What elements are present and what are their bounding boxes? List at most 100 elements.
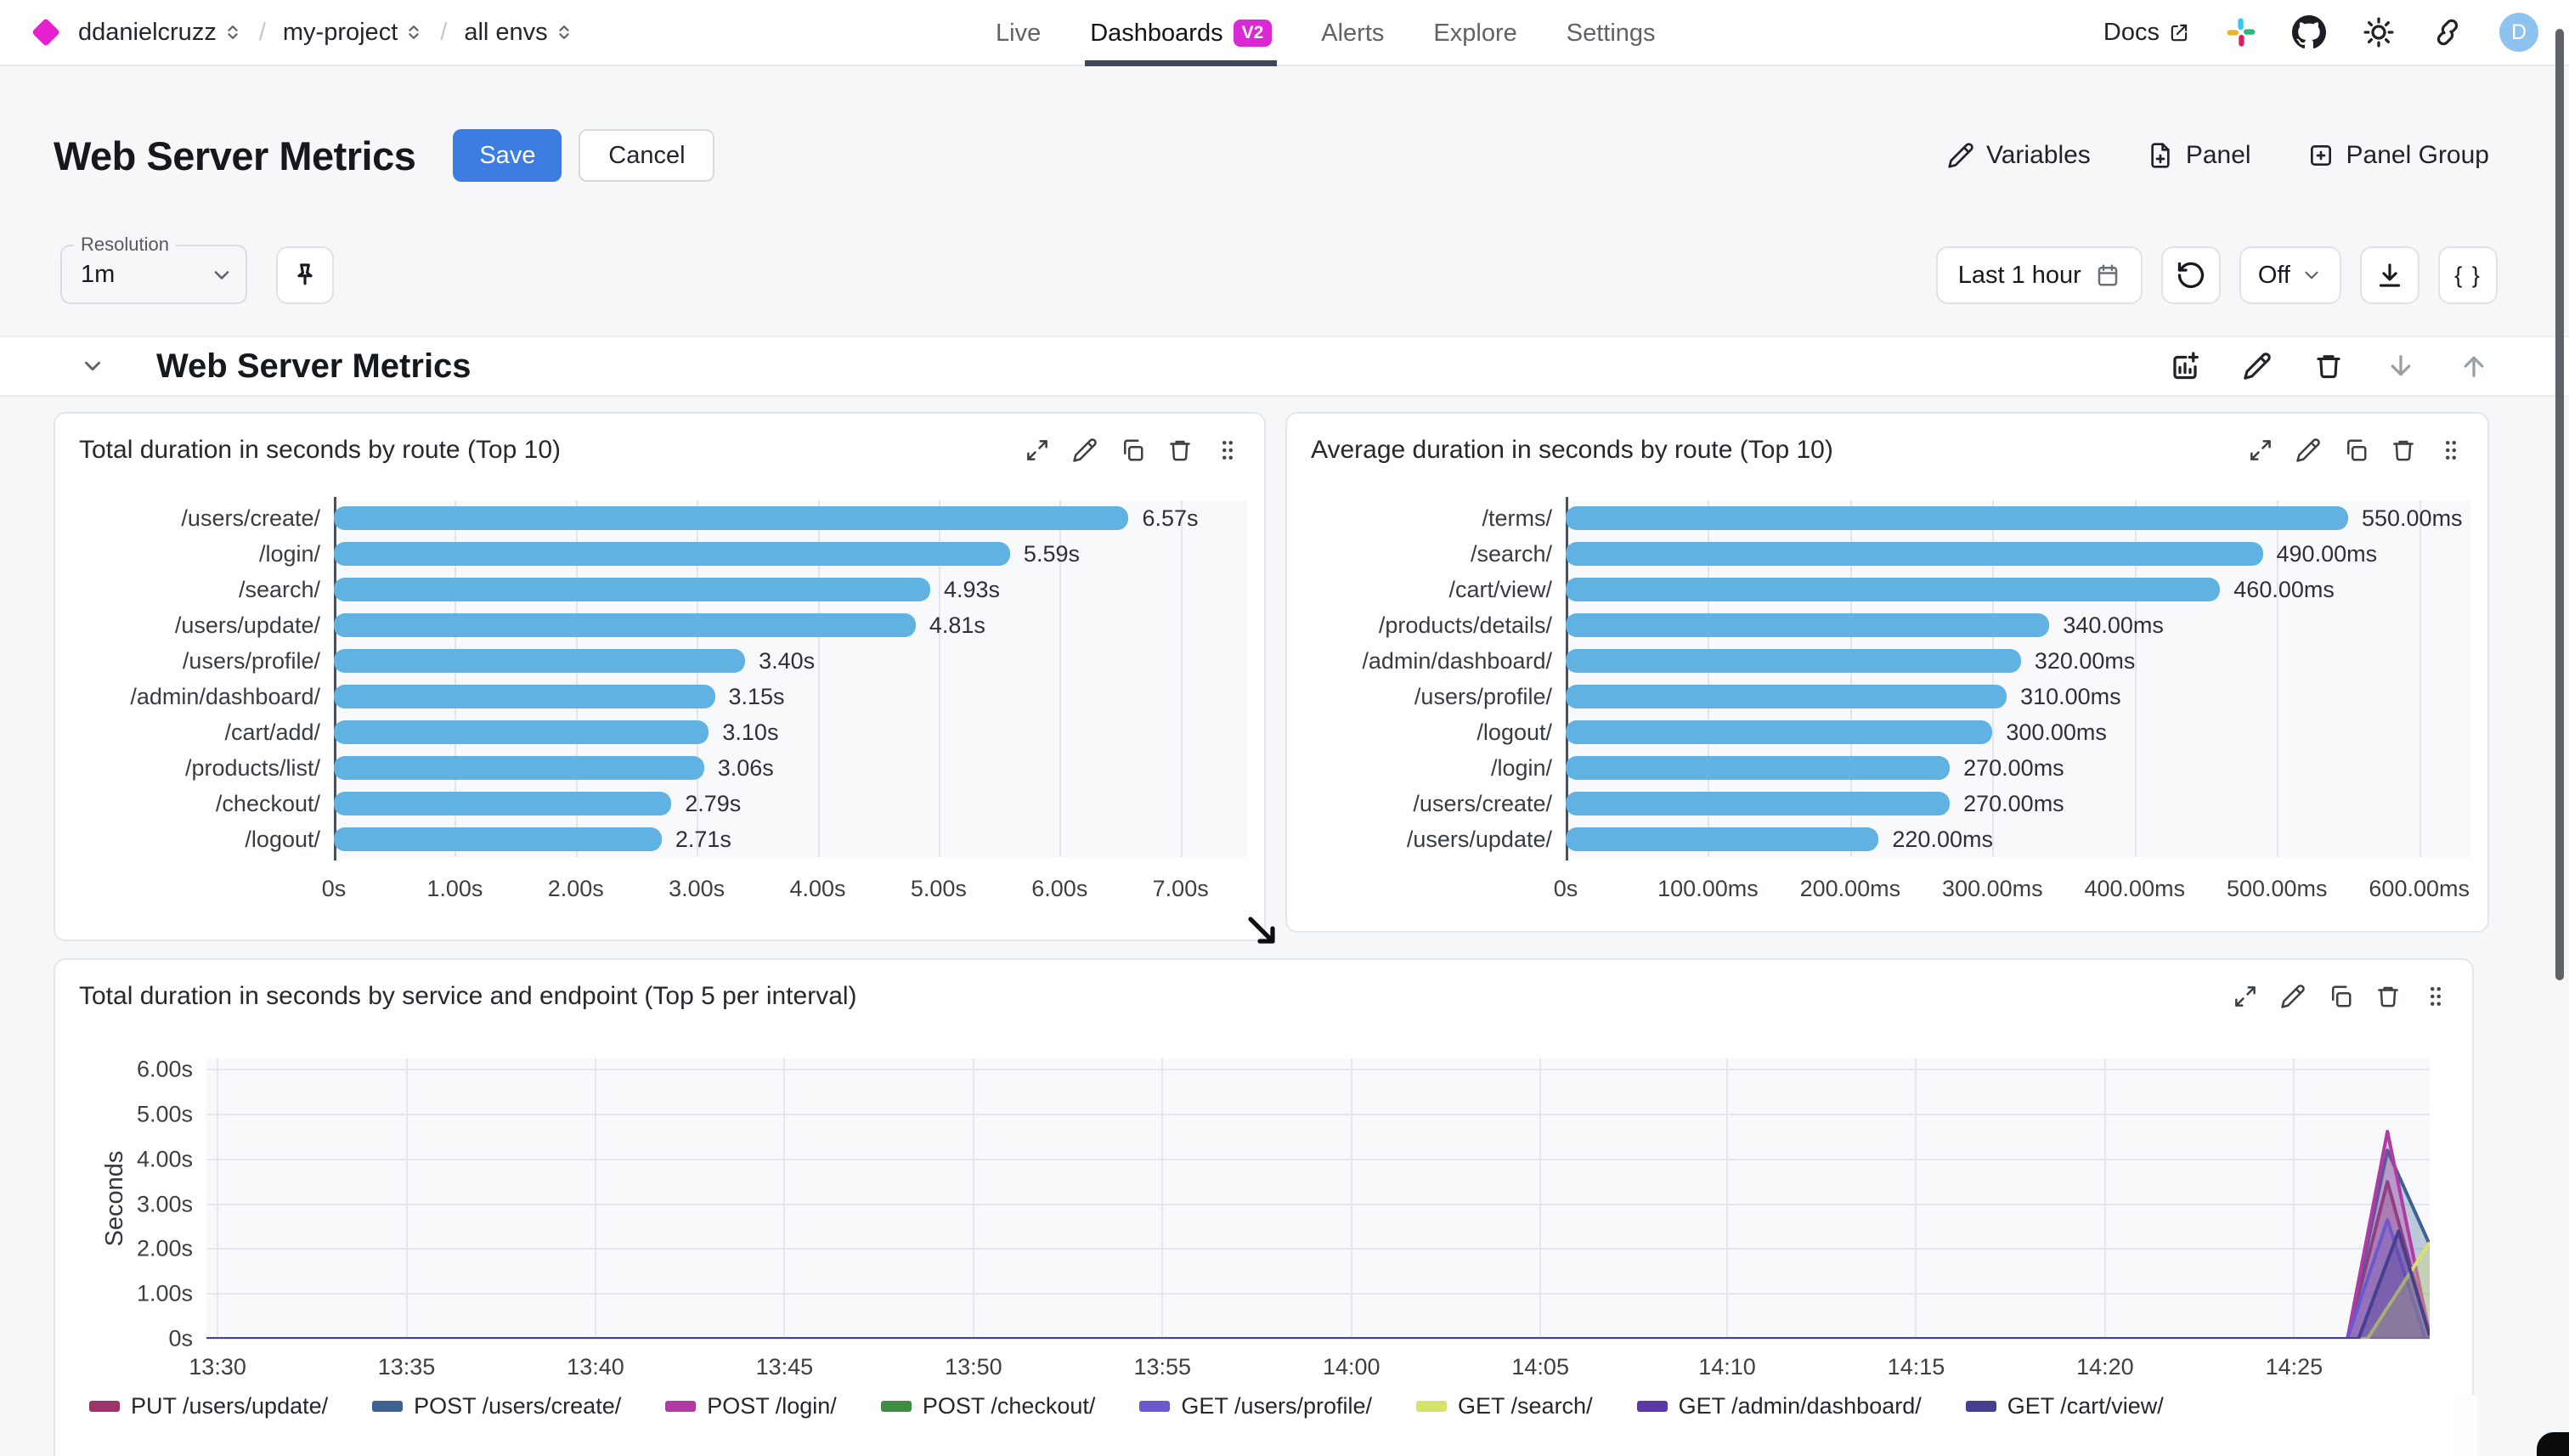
bar[interactable] bbox=[334, 613, 916, 637]
legend-item[interactable]: GET /cart/view/ bbox=[1965, 1393, 2164, 1419]
theme-toggle-sun-icon[interactable] bbox=[2362, 15, 2396, 49]
legend-item[interactable]: GET /users/profile/ bbox=[1139, 1393, 1372, 1419]
breadcrumb-org[interactable]: ddanielcruzz bbox=[78, 19, 242, 47]
duplicate-panel-copy-icon[interactable] bbox=[2343, 437, 2369, 463]
pin-resolution-button[interactable] bbox=[276, 246, 334, 304]
x-tick-label: 400.00ms bbox=[2084, 876, 2186, 901]
edit-panel-pencil-icon[interactable] bbox=[2280, 984, 2306, 1009]
series-area bbox=[206, 1242, 2430, 1339]
bar[interactable] bbox=[334, 578, 930, 601]
x-tick-label: 5.00s bbox=[910, 876, 967, 901]
add-chart-icon[interactable] bbox=[2170, 351, 2200, 381]
auto-refresh-select[interactable]: Off bbox=[2239, 246, 2341, 304]
bar-category-label: /cart/view/ bbox=[1448, 577, 1552, 602]
gridline bbox=[1059, 500, 1062, 857]
breadcrumb-project[interactable]: my-project bbox=[283, 19, 423, 47]
github-icon[interactable] bbox=[2292, 15, 2326, 49]
legend-swatch bbox=[1416, 1401, 1448, 1412]
user-avatar[interactable]: D bbox=[2499, 13, 2538, 52]
bar-row: 220.00ms bbox=[1566, 827, 2470, 852]
variables-button[interactable]: Variables bbox=[1947, 141, 2091, 170]
panel-average-duration-by-route: Average duration in seconds by route (To… bbox=[1285, 412, 2489, 933]
series-line bbox=[206, 1218, 2427, 1339]
bar-category-label: /checkout/ bbox=[215, 791, 320, 816]
time-range-button[interactable]: Last 1 hour bbox=[1935, 246, 2143, 304]
x-tick-label: 0s bbox=[321, 876, 347, 901]
nav-item-live[interactable]: Live bbox=[996, 19, 1042, 47]
bar[interactable] bbox=[1566, 506, 2348, 530]
legend-item[interactable]: GET /search/ bbox=[1416, 1393, 1593, 1419]
bar[interactable] bbox=[334, 720, 709, 744]
bar-value-label: 460.00ms bbox=[2233, 576, 2335, 602]
legend-item[interactable]: POST /users/create/ bbox=[372, 1393, 621, 1419]
resolution-select[interactable]: Resolution 1m bbox=[60, 234, 247, 304]
cancel-button[interactable]: Cancel bbox=[579, 129, 715, 182]
bar[interactable] bbox=[1566, 827, 1879, 851]
add-panel-group-button[interactable]: Panel Group bbox=[2307, 141, 2489, 170]
move-group-down-icon[interactable] bbox=[2386, 351, 2416, 381]
expand-icon[interactable] bbox=[2248, 437, 2273, 463]
panel-title: Average duration in seconds by route (To… bbox=[1311, 436, 1833, 464]
bar-value-label: 3.40s bbox=[759, 647, 816, 674]
drag-handle-icon[interactable] bbox=[2423, 984, 2448, 1009]
edit-group-pencil-icon[interactable] bbox=[2243, 352, 2272, 381]
vertical-scrollbar[interactable] bbox=[2555, 29, 2564, 980]
bar[interactable] bbox=[1566, 792, 1951, 815]
nav-item-dashboards[interactable]: Dashboards V2 bbox=[1085, 0, 1278, 66]
bar[interactable] bbox=[1566, 720, 1993, 744]
collapse-chevron-icon[interactable] bbox=[80, 353, 105, 379]
refresh-button[interactable] bbox=[2160, 246, 2221, 304]
breadcrumb-env[interactable]: all envs bbox=[464, 19, 573, 47]
docs-link[interactable]: Docs bbox=[2103, 19, 2190, 47]
delete-panel-trash-icon[interactable] bbox=[2375, 984, 2401, 1009]
bar-row: 320.00ms bbox=[1566, 648, 2470, 674]
nav-item-settings[interactable]: Settings bbox=[1566, 19, 1656, 47]
bar[interactable] bbox=[334, 756, 704, 780]
x-tick-label: 500.00ms bbox=[2226, 876, 2328, 901]
legend-item[interactable]: POST /checkout/ bbox=[880, 1393, 1095, 1419]
bar[interactable] bbox=[334, 792, 672, 815]
duplicate-panel-copy-icon[interactable] bbox=[2328, 984, 2353, 1009]
bar[interactable] bbox=[334, 506, 1129, 530]
share-link-icon[interactable] bbox=[2431, 16, 2464, 48]
timeseries-chart: Seconds 0s 1.00s 2.00s 3.00s 4.00s 5.00s 6.00s bbox=[79, 1057, 2430, 1352]
brand-logo-icon[interactable] bbox=[31, 18, 60, 47]
legend-item[interactable]: PUT /users/update/ bbox=[89, 1393, 328, 1419]
bar[interactable] bbox=[1566, 649, 2021, 673]
gridline bbox=[2277, 500, 2279, 857]
add-panel-button[interactable]: Panel bbox=[2147, 141, 2251, 170]
edit-panel-pencil-icon[interactable] bbox=[2295, 437, 2321, 463]
move-group-up-icon[interactable] bbox=[2459, 351, 2489, 381]
json-editor-button[interactable]: { } bbox=[2438, 246, 2498, 304]
drag-handle-icon[interactable] bbox=[1215, 437, 1240, 463]
delete-panel-trash-icon[interactable] bbox=[1167, 437, 1193, 463]
nav-item-alerts[interactable]: Alerts bbox=[1321, 19, 1385, 47]
expand-icon[interactable] bbox=[2233, 984, 2258, 1009]
breadcrumb-separator: / bbox=[258, 18, 266, 46]
bar[interactable] bbox=[334, 649, 746, 673]
save-button[interactable]: Save bbox=[453, 129, 562, 182]
bar[interactable] bbox=[334, 685, 715, 708]
expand-icon[interactable] bbox=[1025, 437, 1050, 463]
bar[interactable] bbox=[334, 827, 662, 851]
duplicate-panel-copy-icon[interactable] bbox=[1120, 437, 1145, 463]
slack-icon[interactable] bbox=[2226, 17, 2256, 48]
bar-category-label: /login/ bbox=[1490, 755, 1552, 781]
legend-item[interactable]: GET /admin/dashboard/ bbox=[1636, 1393, 1922, 1419]
bar[interactable] bbox=[1566, 613, 2050, 637]
delete-group-trash-icon[interactable] bbox=[2314, 352, 2343, 381]
download-button[interactable] bbox=[2360, 246, 2419, 304]
delete-panel-trash-icon[interactable] bbox=[2391, 437, 2416, 463]
bar-category-label: /products/list/ bbox=[184, 755, 320, 781]
bar[interactable] bbox=[1566, 685, 2007, 708]
legend-item[interactable]: POST /login/ bbox=[665, 1393, 837, 1419]
bar[interactable] bbox=[1566, 756, 1951, 780]
gridline bbox=[2103, 1058, 2106, 1339]
bar[interactable] bbox=[334, 542, 1010, 566]
drag-handle-icon[interactable] bbox=[2438, 437, 2464, 463]
edit-panel-pencil-icon[interactable] bbox=[1072, 437, 1098, 463]
bar-category-label: /users/create/ bbox=[181, 505, 320, 531]
nav-item-explore[interactable]: Explore bbox=[1433, 19, 1517, 47]
bar[interactable] bbox=[1566, 578, 2221, 601]
bar[interactable] bbox=[1566, 542, 2263, 566]
